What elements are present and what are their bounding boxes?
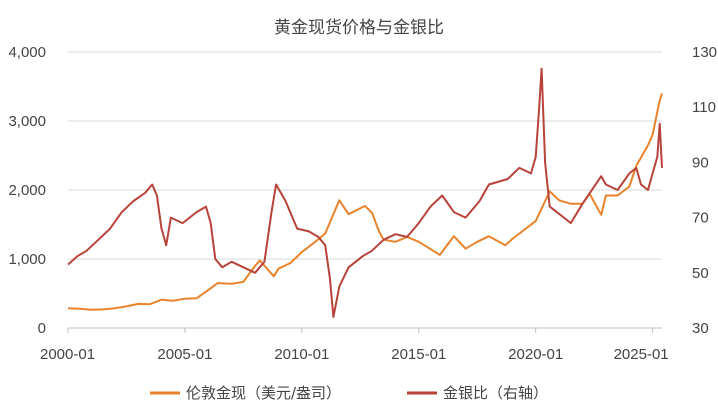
y-left-tick-label: 2,000 (8, 182, 46, 199)
x-tick-label: 2000-01 (40, 346, 95, 363)
gridlines (68, 51, 662, 329)
x-tick-label: 2020-01 (508, 346, 563, 363)
x-tick-label: 2025-01 (614, 346, 669, 363)
y-right-tick-label: 70 (692, 210, 709, 227)
y-right-tick-label: 90 (692, 154, 709, 171)
x-tick-label: 2010-01 (274, 346, 329, 363)
y-right-tick-label: 110 (692, 99, 716, 116)
y-right-tick-label: 130 (692, 44, 717, 61)
y-axis-left: 0 1,000 2,000 3,000 4,000 (8, 44, 46, 337)
x-tick-label: 2015-01 (391, 346, 446, 363)
x-axis: 2000-01 2005-01 2010-01 2015-01 2020-01 2025-… (40, 327, 669, 363)
series-layer (67, 67, 663, 318)
y-left-tick-label: 1,000 (8, 251, 46, 268)
x-tick-label: 2005-01 (157, 346, 212, 363)
y-left-tick-label: 4,000 (8, 44, 46, 61)
y-right-tick-label: 30 (692, 320, 709, 337)
y-left-tick-label: 0 (38, 320, 46, 337)
y-left-tick-label: 3,000 (8, 113, 46, 130)
y-right-tick-label: 50 (692, 265, 709, 282)
chart-title: 黄金现货价格与金银比 (274, 18, 444, 38)
legend-label: 伦敦金现（美元/盎司） (186, 384, 341, 402)
legend: 伦敦金现（美元/盎司） 金银比（右轴） (150, 384, 548, 402)
legend-label: 金银比（右轴） (443, 384, 548, 402)
series-line-2 (67, 67, 663, 318)
y-axis-right: 30 50 70 90 110 130 (692, 44, 717, 337)
